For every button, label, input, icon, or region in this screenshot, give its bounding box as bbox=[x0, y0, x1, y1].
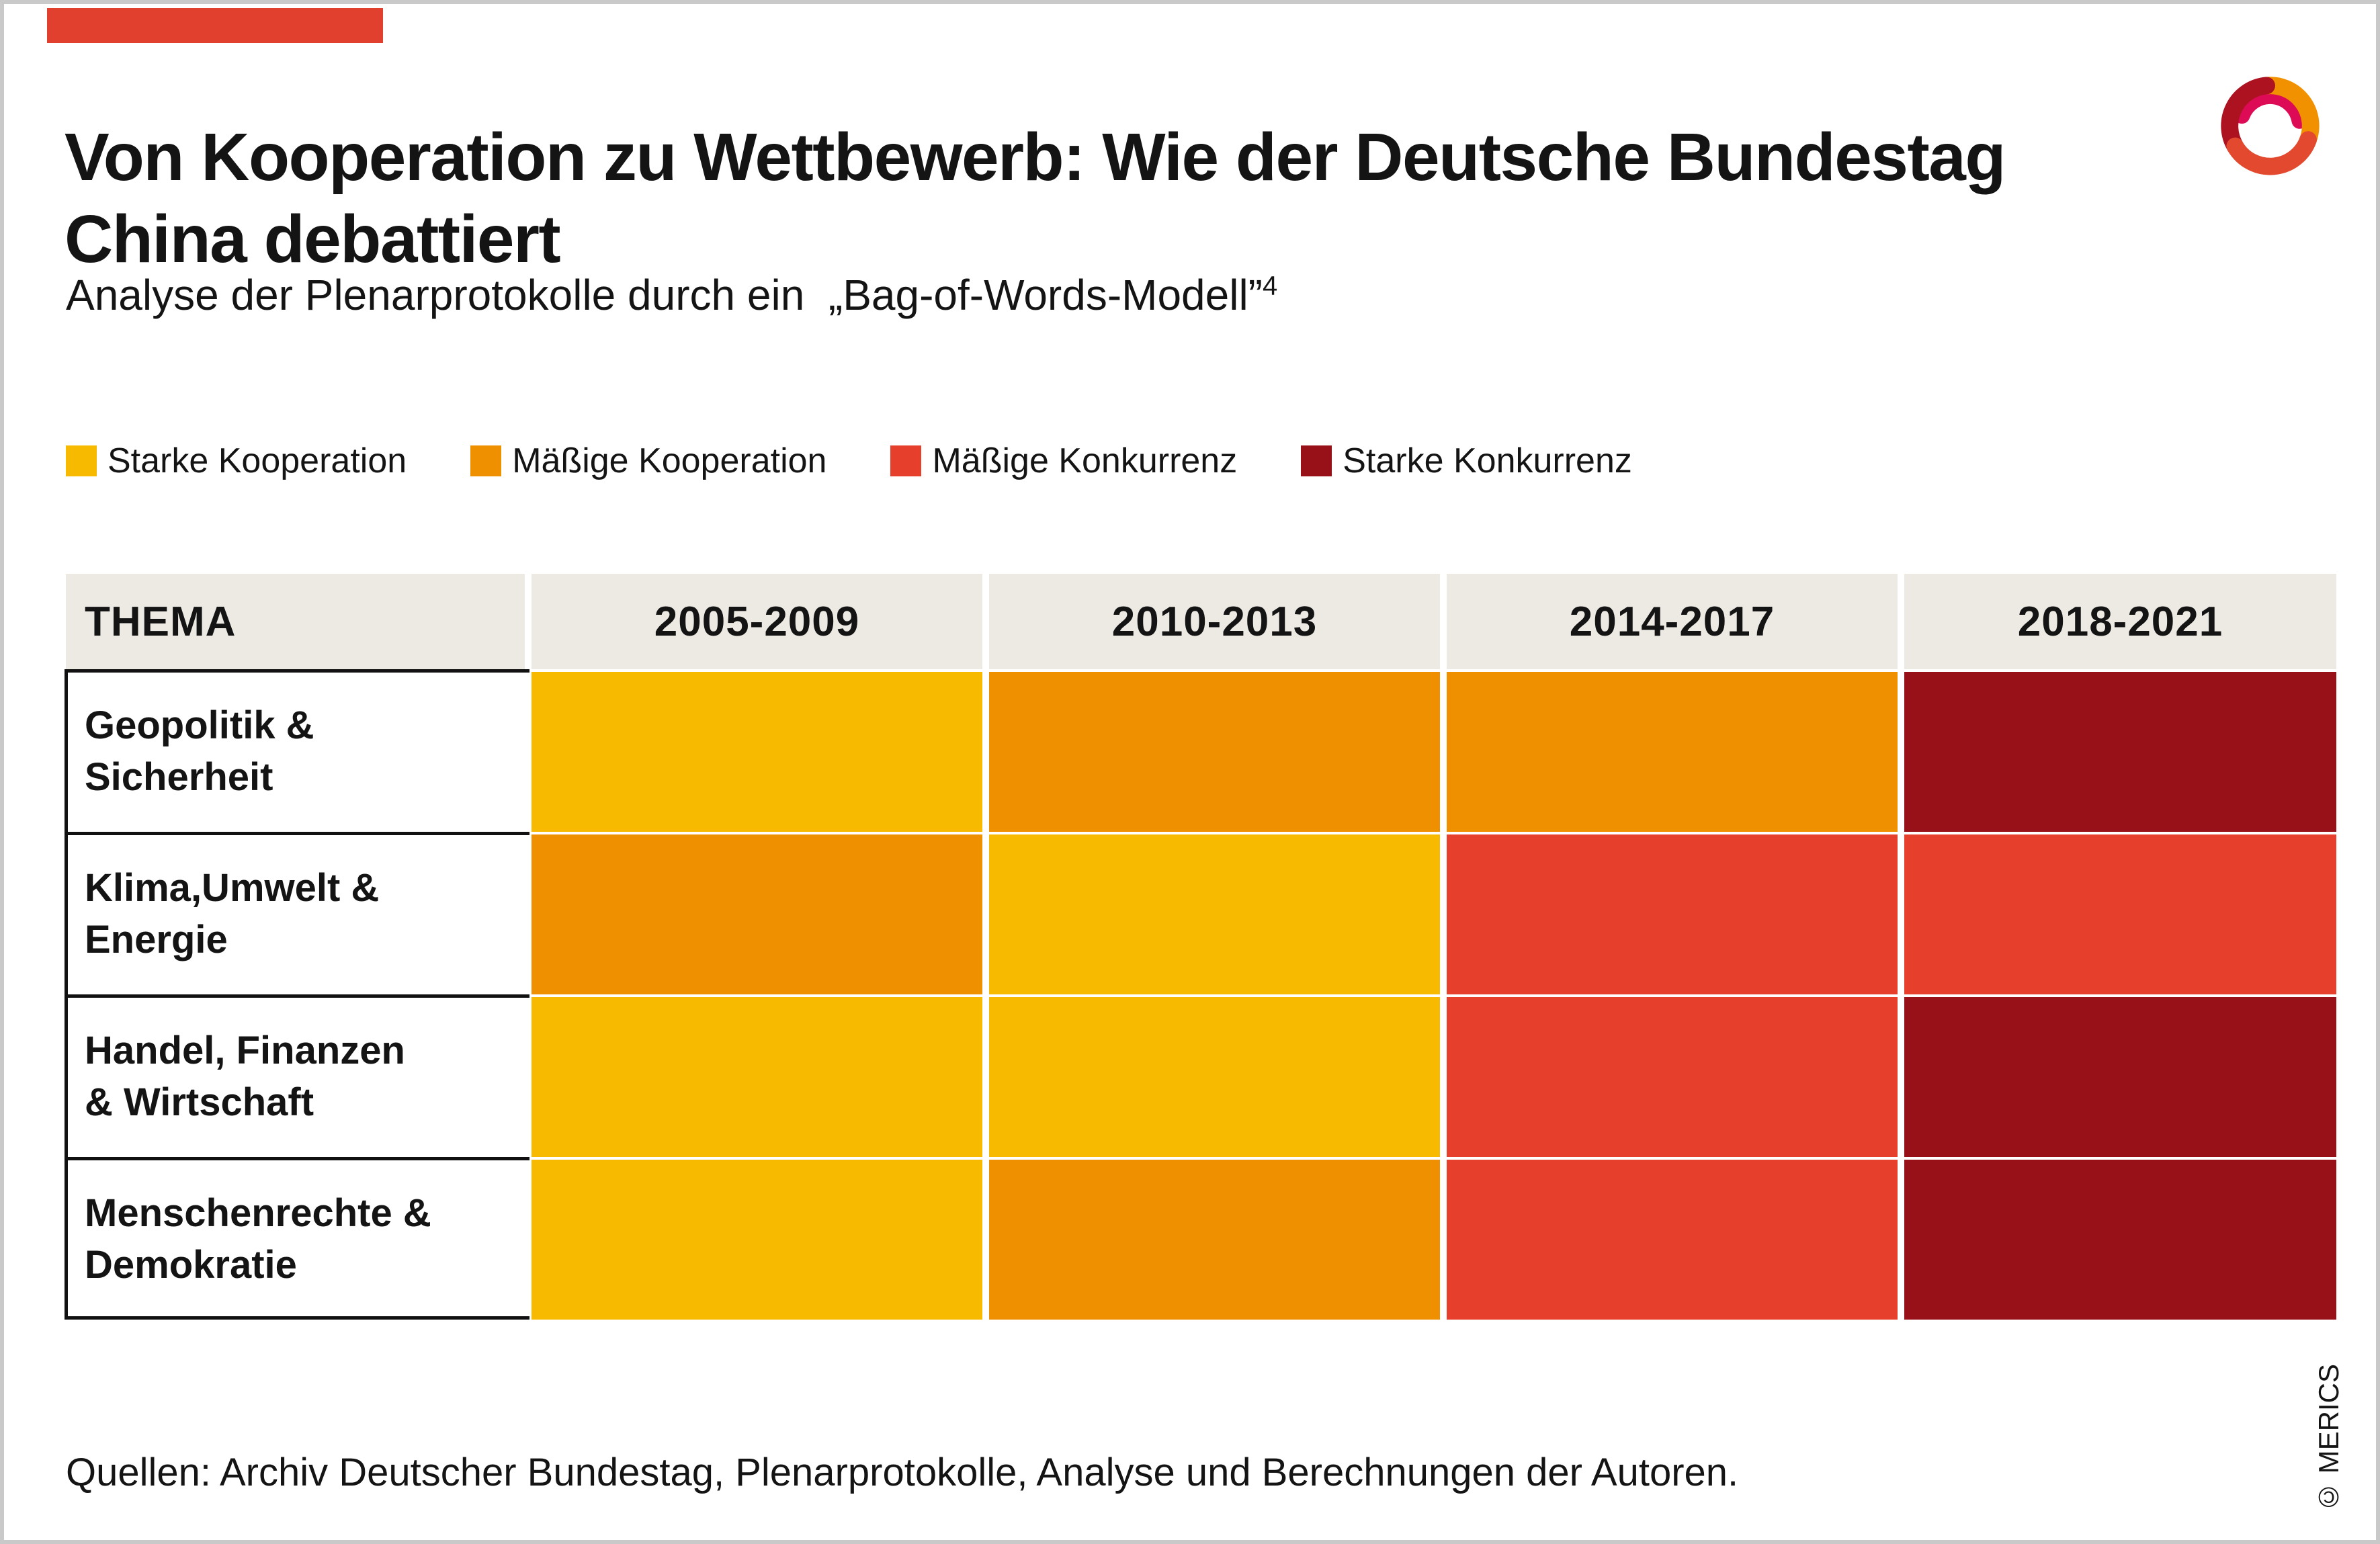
heatmap-cell bbox=[532, 997, 982, 1157]
legend-swatch-icon bbox=[470, 445, 502, 476]
footnote-marker: 4 bbox=[1262, 271, 1278, 301]
heatmap-cell bbox=[1447, 834, 1898, 994]
legend: Starke Kooperation Mäßige Kooperation Mäßi… bbox=[66, 441, 1632, 481]
heatmap-table: THEMA 2005-2009 2010-2013 2014-2017 2018-202… bbox=[65, 574, 2336, 1320]
legend-item: Mäßige Konkurrenz bbox=[890, 441, 1237, 481]
heatmap-cell bbox=[1904, 672, 2336, 832]
row-separator-rule bbox=[65, 1157, 529, 1160]
legend-item: Starke Konkurrenz bbox=[1301, 441, 1632, 481]
col-header-period: 2010-2013 bbox=[989, 574, 1440, 669]
brand-accent-bar bbox=[47, 8, 383, 43]
legend-swatch-icon bbox=[66, 445, 97, 476]
col-header-thema: THEMA bbox=[66, 574, 525, 669]
heatmap-cell bbox=[1447, 672, 1898, 832]
table-bottom-rule bbox=[65, 1316, 529, 1320]
heatmap-cell bbox=[532, 834, 982, 994]
heatmap-cell bbox=[1904, 834, 2336, 994]
heatmap-cell bbox=[532, 672, 982, 832]
legend-swatch-icon bbox=[1301, 445, 1332, 476]
heatmap-cell bbox=[1447, 997, 1898, 1157]
row-separator-rule bbox=[65, 994, 529, 998]
row-label: Menschenrechte & Demokratie bbox=[66, 1160, 525, 1320]
heatmap-cell bbox=[1447, 1160, 1898, 1320]
legend-item: Mäßige Kooperation bbox=[470, 441, 826, 481]
source-note: Quellen: Archiv Deutscher Bundestag, Ple… bbox=[66, 1451, 1739, 1494]
col-header-period: 2005-2009 bbox=[532, 574, 982, 669]
subtitle: Analyse der Plenarprotokolle durch ein „… bbox=[66, 270, 1277, 320]
col-header-period: 2014-2017 bbox=[1447, 574, 1898, 669]
row-separator-rule bbox=[65, 832, 529, 835]
title-line-2: China debattiert bbox=[65, 202, 561, 277]
heatmap-cell bbox=[532, 1160, 982, 1320]
col-header-period: 2018-2021 bbox=[1904, 574, 2336, 669]
row-label: Klima,Umwelt & Energie bbox=[66, 834, 525, 994]
legend-label: Mäßige Konkurrenz bbox=[932, 441, 1238, 480]
title-line-1: Von Kooperation zu Wettbewerb: Wie der D… bbox=[65, 120, 2006, 195]
heatmap-cell bbox=[989, 1160, 1440, 1320]
row-label: Geopolitik & Sicherheit bbox=[66, 672, 525, 832]
merics-logo-icon bbox=[2221, 77, 2320, 175]
subtitle-text: Analyse der Plenarprotokolle durch ein „… bbox=[66, 271, 1263, 319]
legend-label: Starke Kooperation bbox=[108, 441, 407, 480]
heatmap-cell bbox=[989, 834, 1440, 994]
legend-label: Mäßige Kooperation bbox=[512, 441, 827, 480]
heatmap-cell bbox=[989, 672, 1440, 832]
legend-label: Starke Konkurrenz bbox=[1343, 441, 1632, 480]
row-separator-rule bbox=[65, 669, 529, 673]
heatmap-cell bbox=[1904, 997, 2336, 1157]
legend-swatch-icon bbox=[890, 445, 922, 476]
heatmap-cell bbox=[989, 997, 1440, 1157]
legend-item: Starke Kooperation bbox=[66, 441, 407, 481]
page-title: Von Kooperation zu Wettbewerb: Wie der D… bbox=[65, 116, 2006, 280]
heatmap-cell bbox=[1904, 1160, 2336, 1320]
copyright-vertical: © MERICS bbox=[2313, 1363, 2344, 1513]
row-label: Handel, Finanzen & Wirtschaft bbox=[66, 997, 525, 1157]
